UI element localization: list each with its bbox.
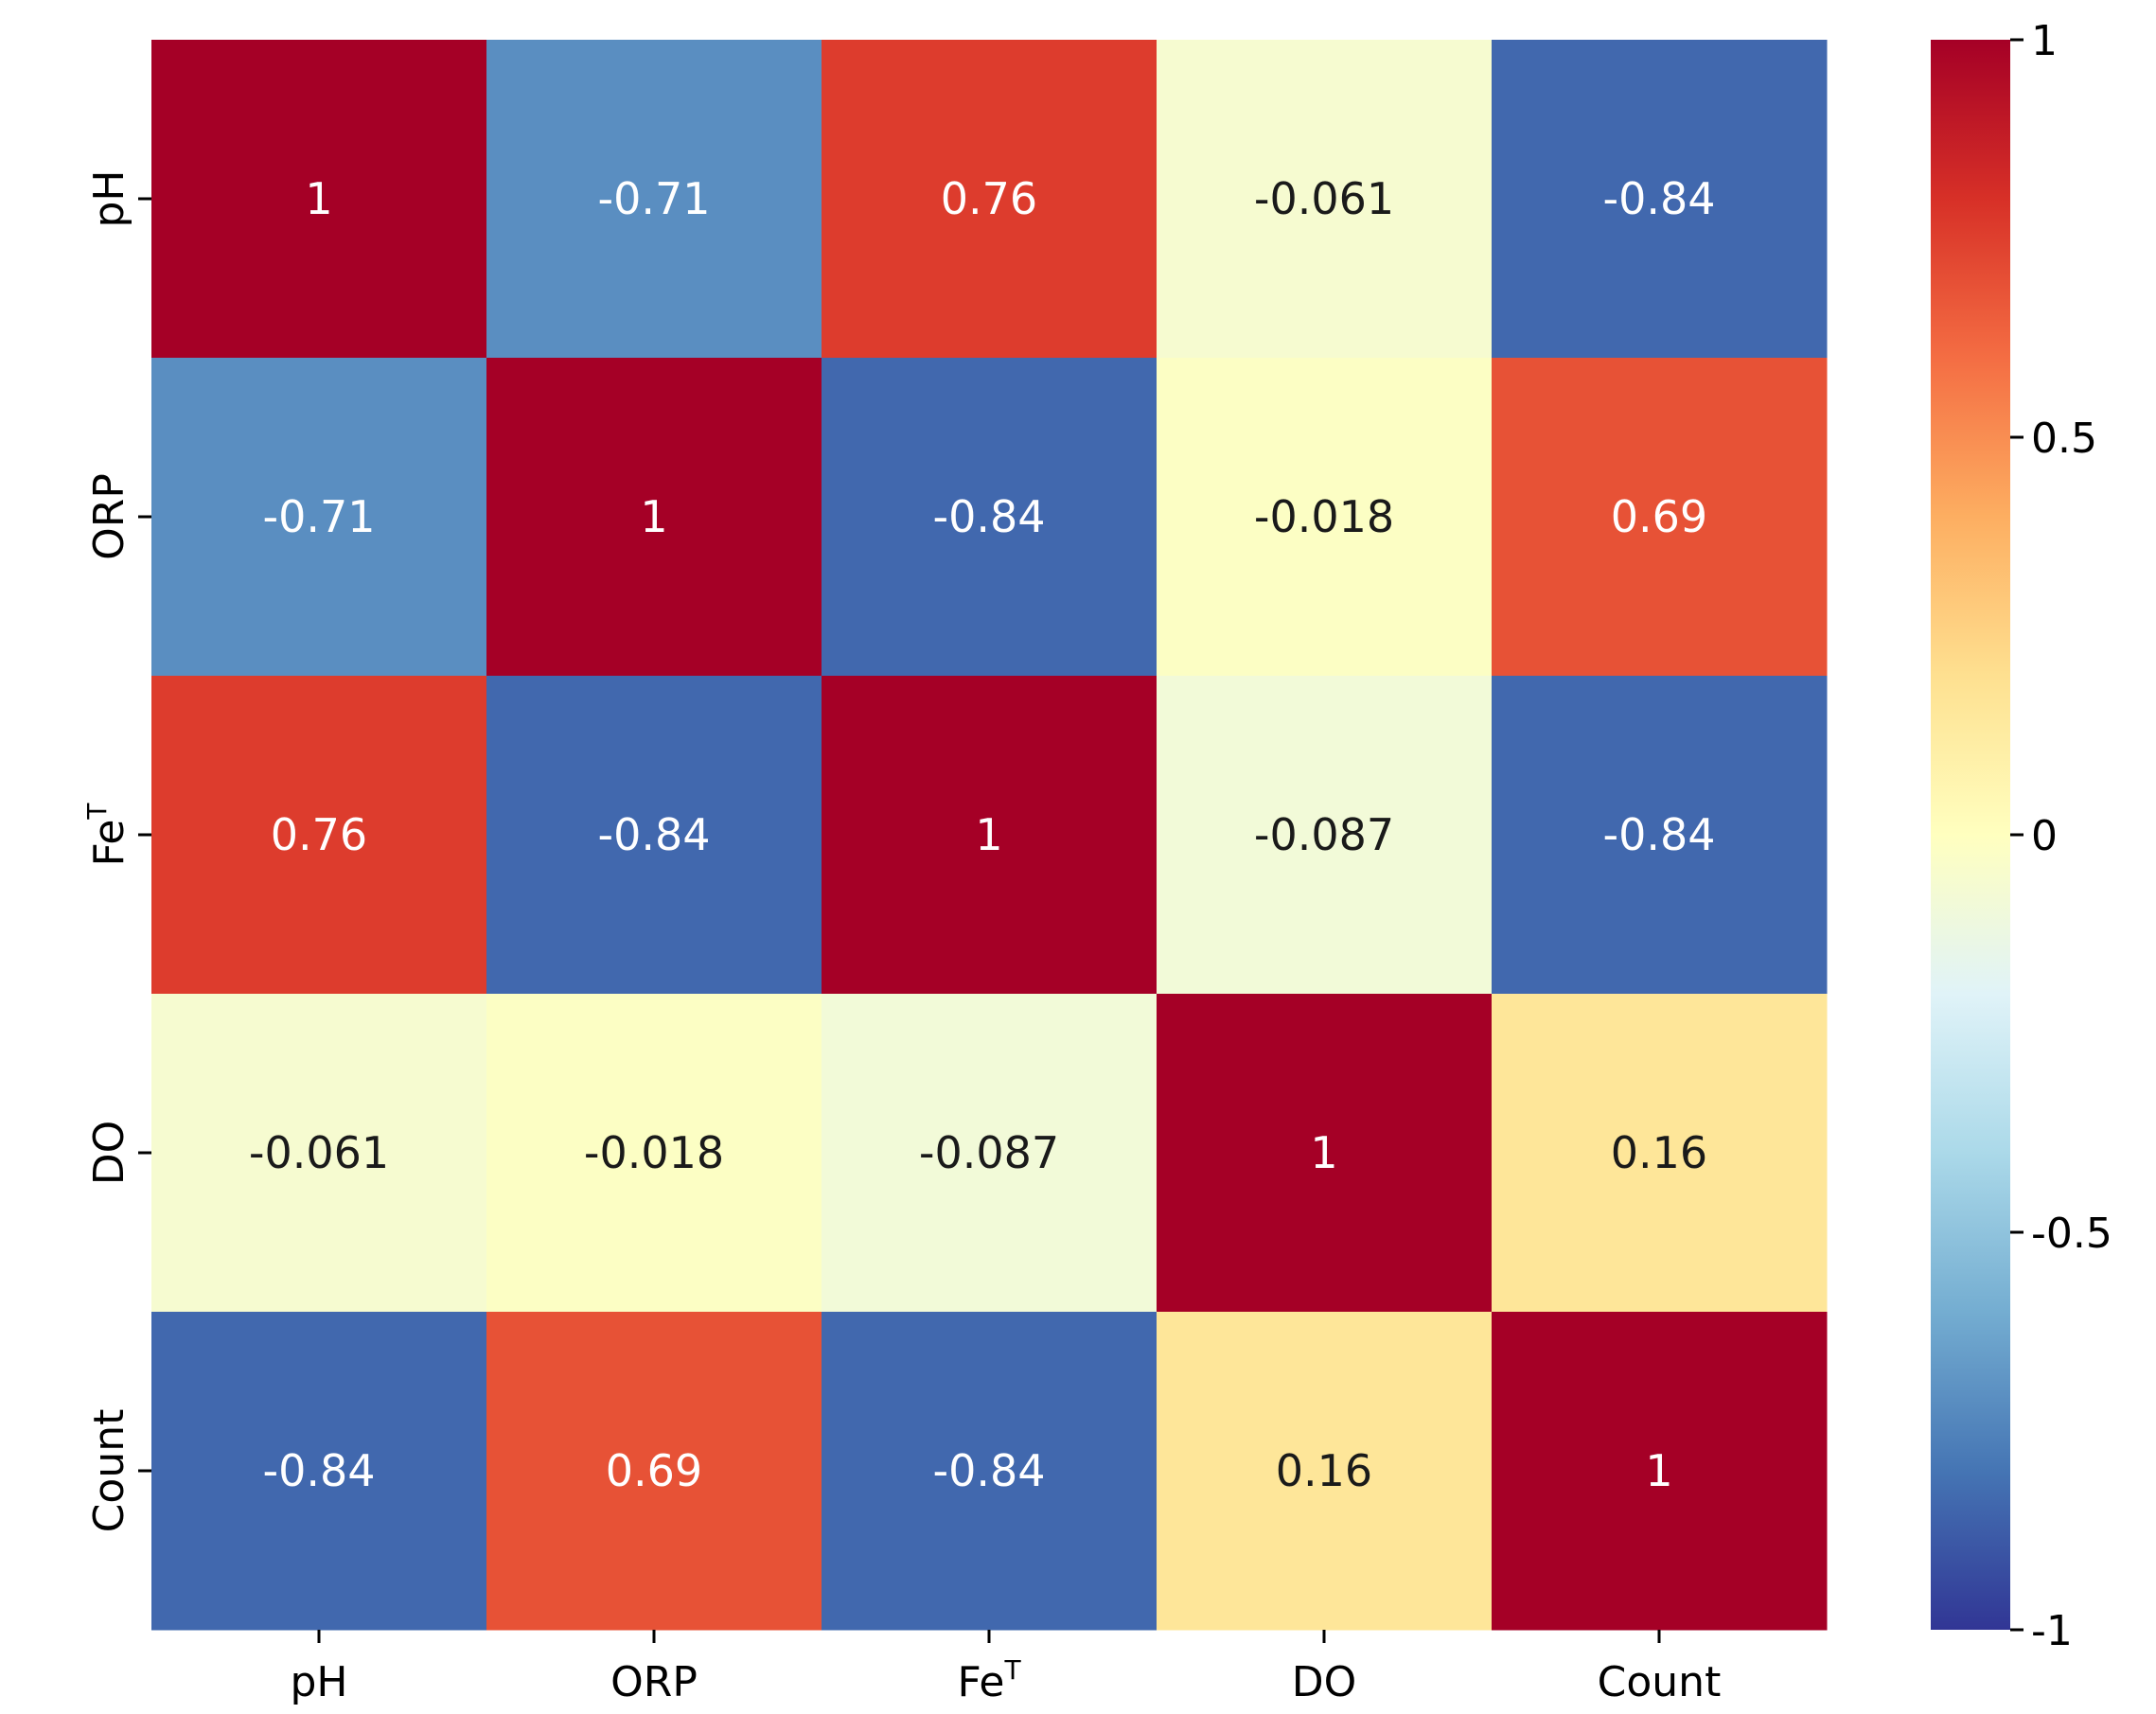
x-tick-label: pH — [290, 1658, 347, 1706]
cell-value-label: 1 — [640, 491, 667, 542]
cell-value-label: 0.16 — [1276, 1445, 1372, 1496]
colorbar-tick-label: -1 — [2031, 1607, 2073, 1655]
cell-value-label: -0.84 — [1602, 173, 1715, 224]
heatmap-cell-ph-ph — [151, 40, 487, 359]
colorbar-tick-label: 1 — [2031, 17, 2058, 65]
cell-value-label: 0.69 — [1611, 491, 1707, 542]
y-tick-label: DO — [85, 1121, 133, 1186]
cell-value-label: -0.84 — [932, 491, 1045, 542]
y-tick-label: pH — [85, 169, 133, 227]
cell-value-label: -0.018 — [1254, 491, 1394, 542]
cell-value-label: -0.087 — [1254, 809, 1394, 860]
cell-value-label: 1 — [975, 809, 1002, 860]
cell-value-label: -0.061 — [249, 1127, 389, 1178]
cell-value-label: -0.018 — [584, 1127, 724, 1178]
heatmap-cell-count-do — [1157, 1312, 1493, 1631]
colorbar-tick-label: -0.5 — [2031, 1210, 2112, 1258]
heatmap-cell-ph-do — [1157, 40, 1493, 359]
heatmap-cell-orp-count — [1492, 358, 1828, 677]
heatmap-cell-count-ph — [151, 1312, 487, 1631]
heatmap-cell-fet-do — [1157, 676, 1493, 995]
heatmap-cell-do-do — [1157, 994, 1493, 1313]
heatmap-cell-ph-fet — [822, 40, 1158, 359]
cell-value-label: 0.16 — [1611, 1127, 1707, 1178]
x-tick-label: FeT — [957, 1654, 1021, 1706]
colorbar-tick-label: 0.5 — [2031, 415, 2097, 463]
heatmap-cell-do-fet — [822, 994, 1158, 1313]
heatmap-cell-count-fet — [822, 1312, 1158, 1631]
x-tick-label: Count — [1598, 1658, 1722, 1706]
y-tick-label: FeT — [81, 803, 133, 867]
cell-value-label: -0.087 — [919, 1127, 1059, 1178]
cell-value-label: 1 — [1310, 1127, 1337, 1178]
x-tick-label: ORP — [610, 1658, 698, 1706]
x-axis: pH ORP FeT DO Count — [290, 1630, 1721, 1706]
heatmap-cell-orp-orp — [486, 358, 822, 677]
heatmap-cell-do-count — [1492, 994, 1828, 1313]
heatmap-cell-fet-count — [1492, 676, 1828, 995]
y-tick-label: Count — [85, 1409, 133, 1533]
colorbar-gradient — [1931, 40, 2010, 1630]
cell-value-label: -0.84 — [597, 809, 710, 860]
heatmap-annotations: 1 -0.71 0.76 -0.061 -0.84 -0.71 1 -0.84 -0.018 0.… — [249, 173, 1716, 1496]
cell-value-label: 1 — [305, 173, 332, 224]
cell-value-label: -0.84 — [262, 1445, 375, 1496]
cell-value-label: -0.84 — [1602, 809, 1715, 860]
cell-value-label: -0.71 — [262, 491, 375, 542]
heatmap-cell-fet-ph — [151, 676, 487, 995]
cell-value-label: 1 — [1645, 1445, 1672, 1496]
x-tick-label: DO — [1292, 1658, 1357, 1706]
cell-value-label: 0.76 — [271, 809, 367, 860]
heatmap-cell-fet-orp — [486, 676, 822, 995]
heatmap-cell-do-orp — [486, 994, 822, 1313]
cell-value-label: -0.061 — [1254, 173, 1394, 224]
y-axis: pH ORP FeT DO Count — [81, 169, 151, 1532]
colorbar: 1 0.5 0 -0.5 -1 — [1931, 17, 2112, 1655]
heatmap-cell-count-orp — [486, 1312, 822, 1631]
heatmap-cell-ph-orp — [486, 40, 822, 359]
heatmap-cells — [151, 40, 1828, 1631]
cell-value-label: -0.71 — [597, 173, 710, 224]
heatmap-cell-ph-count — [1492, 40, 1828, 359]
cell-value-label: 0.69 — [606, 1445, 702, 1496]
heatmap-cell-do-ph — [151, 994, 487, 1313]
heatmap-cell-fet-fet — [822, 676, 1158, 995]
heatmap-cell-orp-fet — [822, 358, 1158, 677]
heatmap-cell-orp-do — [1157, 358, 1493, 677]
heatmap-cell-count-count — [1492, 1312, 1828, 1631]
cell-value-label: -0.84 — [932, 1445, 1045, 1496]
cell-value-label: 0.76 — [941, 173, 1037, 224]
colorbar-tick-label: 0 — [2031, 812, 2058, 860]
y-tick-label: ORP — [85, 473, 133, 560]
heatmap-cell-orp-ph — [151, 358, 487, 677]
